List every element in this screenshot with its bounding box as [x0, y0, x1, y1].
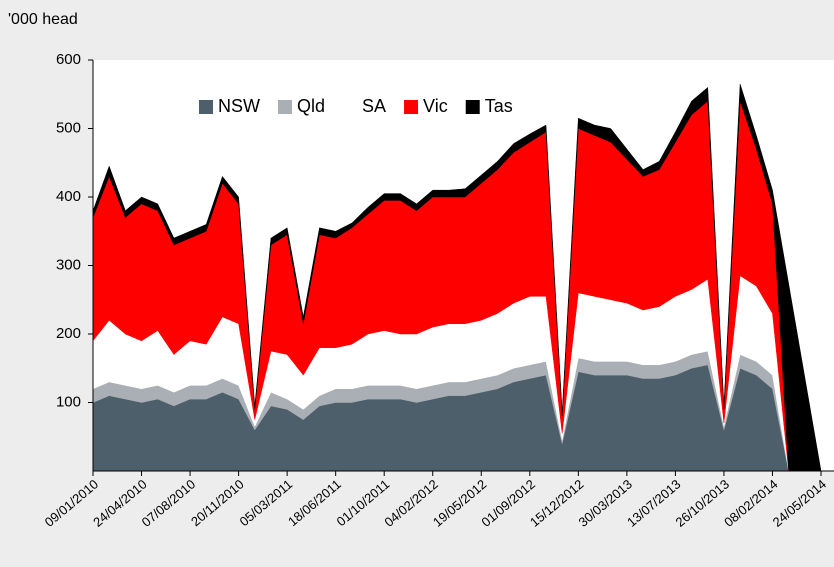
- y-axis-label: '000 head: [8, 11, 78, 28]
- legend-item: Tas: [465, 96, 513, 116]
- x-tick-label: 20/11/2010: [188, 476, 247, 529]
- x-tick-label: 07/08/2010: [139, 476, 198, 529]
- legend-swatch: [404, 100, 419, 114]
- legend-item: NSW: [199, 96, 260, 116]
- x-tick-label: 18/06/2011: [285, 476, 344, 529]
- legend-item: Vic: [404, 96, 448, 116]
- y-tick-label: 200: [56, 325, 81, 342]
- legend-swatch: [278, 100, 292, 114]
- legend-label: Vic: [423, 96, 448, 116]
- legend-item: SA: [343, 96, 386, 116]
- y-tick-label: 400: [56, 188, 81, 205]
- legend-label: Tas: [485, 96, 513, 116]
- legend-swatch: [465, 100, 480, 114]
- legend-label: SA: [362, 96, 386, 116]
- legend-item: Qld: [278, 96, 325, 116]
- y-tick-label: 300: [56, 256, 81, 273]
- x-tick-label: 05/03/2011: [237, 476, 296, 529]
- legend-label: NSW: [218, 96, 260, 116]
- legend-swatch: [343, 100, 358, 114]
- y-tick-label: 600: [56, 51, 81, 68]
- legend-label: Qld: [297, 96, 325, 116]
- x-tick-label: 24/05/2014: [770, 476, 829, 529]
- y-tick-label: 100: [56, 393, 81, 410]
- legend-swatch: [199, 100, 213, 114]
- y-tick-label: 500: [56, 119, 81, 136]
